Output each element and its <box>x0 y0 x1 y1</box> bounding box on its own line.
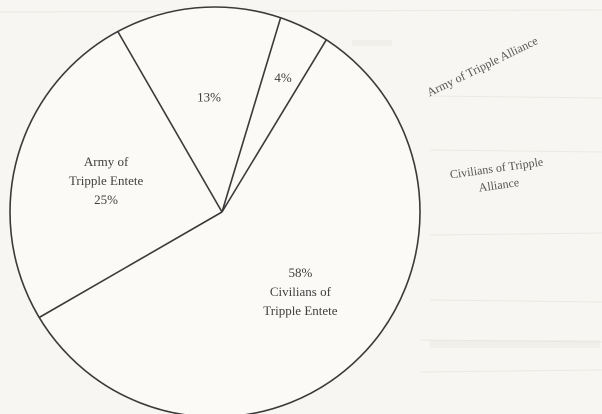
slice-boundary-0 <box>38 211 223 319</box>
slice-boundary-3 <box>221 39 327 213</box>
slice-label-0: Army of Tripple Entete 25% <box>69 154 143 207</box>
slice-label-1: 13% <box>197 90 221 105</box>
slice-boundary-1 <box>117 31 223 213</box>
slice-boundary-2 <box>221 17 282 213</box>
slice-label-2: 4% <box>274 70 292 85</box>
slice-label-3: 58% Civilians of Tripple Entete <box>263 265 337 318</box>
slice-outside-label-1: Army of Tripple Alliance <box>424 33 539 99</box>
background-texture <box>0 9 602 373</box>
pie-outline <box>9 6 421 414</box>
slice-outside-label-2: Civilians of TrippleAlliance <box>449 155 546 199</box>
